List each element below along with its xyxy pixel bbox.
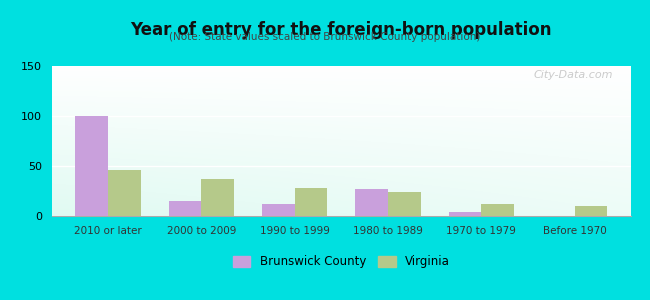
Bar [168,201,202,216]
Bar [108,170,140,216]
Text: City-Data.com: City-Data.com [534,70,613,80]
Bar [481,204,514,216]
Legend: Brunswick County, Virginia: Brunswick County, Virginia [228,251,454,273]
Text: (Note: State values scaled to Brunswick County population): (Note: State values scaled to Brunswick … [169,32,481,41]
Bar [202,179,234,216]
Bar [388,192,421,216]
Bar [448,212,481,216]
Bar [356,189,388,216]
Title: Year of entry for the foreign-born population: Year of entry for the foreign-born popul… [131,21,552,39]
Bar [575,206,607,216]
Bar [262,204,294,216]
Bar [294,188,327,216]
Bar [75,116,108,216]
